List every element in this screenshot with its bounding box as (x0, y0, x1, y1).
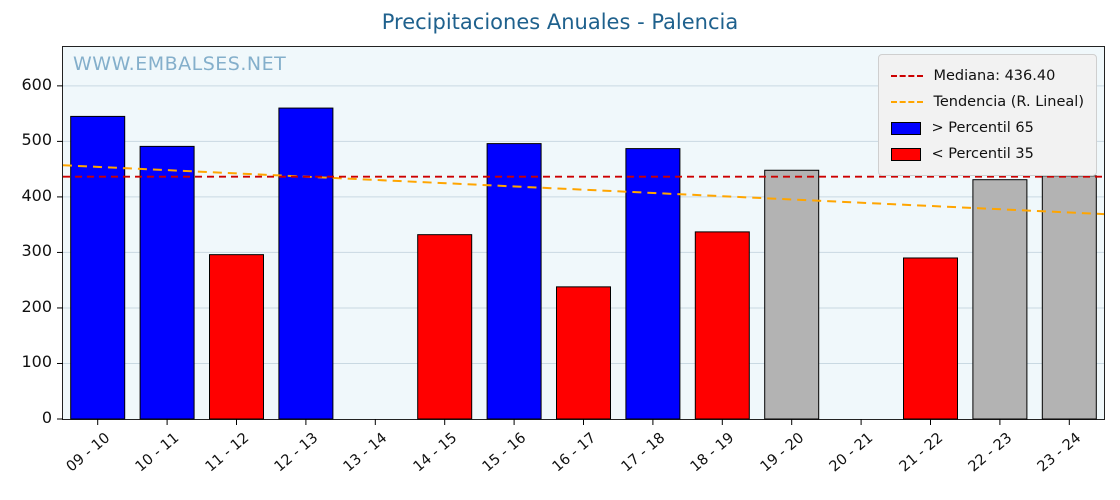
x-axis-tick-label: 09 - 10 (63, 430, 113, 476)
legend: Mediana: 436.40 Tendencia (R. Lineal) > … (878, 54, 1097, 176)
y-axis-tick-label: 100 (21, 352, 52, 372)
x-axis-tick-label: 23 - 24 (1034, 430, 1085, 476)
watermark: WWW.EMBALSES.NET (73, 53, 287, 75)
bar-09-10 (70, 115, 126, 420)
x-axis-tick-label: 15 - 16 (479, 430, 530, 476)
bar-18-19 (694, 231, 750, 420)
above-percentile-swatch (891, 121, 922, 135)
legend-label-above: > Percentil 65 (931, 120, 1034, 136)
legend-item-above-percentile: > Percentil 65 (891, 115, 1084, 141)
legend-label-trend: Tendencia (R. Lineal) (933, 94, 1084, 110)
legend-item-trend: Tendencia (R. Lineal) (891, 89, 1084, 115)
bar-23-24 (1041, 175, 1097, 420)
bar-21-22 (903, 257, 958, 420)
bar-12-13 (278, 107, 334, 420)
x-axis-tick-label: 20 - 21 (826, 430, 877, 476)
y-axis-tick-label: 200 (21, 296, 52, 316)
bar-17-18 (625, 148, 681, 420)
trend-line (62, 164, 1105, 216)
plot-canvas (57, 85, 1105, 425)
x-axis-tick-label: 17 - 18 (618, 430, 669, 476)
legend-item-below-percentile: < Percentil 35 (891, 141, 1084, 167)
below-percentile-swatch (891, 147, 922, 161)
legend-label-median: Mediana: 436.40 (933, 68, 1056, 84)
x-axis-tick-label: 14 - 15 (410, 430, 460, 476)
x-axis-tick-label: 18 - 19 (687, 430, 738, 476)
bar-15-16 (486, 143, 542, 420)
y-axis-tick-label: 500 (21, 130, 52, 150)
trend-line-swatch (891, 101, 924, 103)
legend-label-below: < Percentil 35 (931, 146, 1034, 162)
y-axis-tick-label: 400 (21, 185, 52, 205)
y-axis-tick-label: 0 (41, 408, 52, 427)
bar-11-12 (209, 254, 264, 420)
x-axis-tick-label: 16 - 17 (549, 430, 599, 476)
x-axis-tick-label: 12 - 13 (271, 430, 322, 476)
median-line-swatch (891, 75, 924, 77)
x-axis-tick-label: 11 - 12 (202, 430, 252, 476)
x-axis-tick-label: 10 - 11 (132, 430, 183, 476)
legend-item-median: Mediana: 436.40 (891, 63, 1084, 89)
y-axis-tick-label: 300 (21, 241, 52, 261)
bar-22-23 (972, 179, 1028, 420)
y-axis-tick-label: 600 (21, 74, 52, 94)
x-axis-tick-label: 13 - 14 (340, 430, 391, 476)
bar-14-15 (417, 234, 473, 420)
bar-19-20 (764, 169, 820, 420)
chart-title: Precipitaciones Anuales - Palencia (381, 10, 739, 34)
x-axis-tick-label: 21 - 22 (896, 430, 946, 476)
bar-16-17 (556, 286, 611, 420)
plot-area: WWW.EMBALSES.NET Mediana: 436.40 Tendenc… (57, 46, 1105, 425)
bar-10-11 (139, 145, 195, 420)
x-axis-tick-label: 22 - 23 (965, 430, 1016, 476)
x-axis-tick-label: 19 - 20 (757, 430, 807, 476)
